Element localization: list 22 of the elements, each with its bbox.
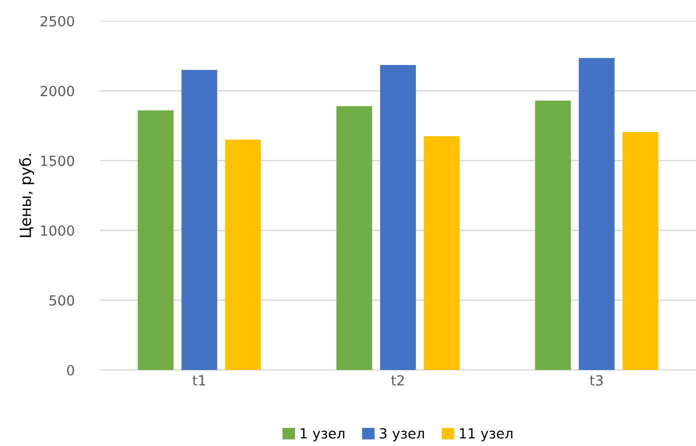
y-tick-label: 1000 (41, 225, 74, 236)
y-tick-label: 2000 (40, 86, 74, 96)
legend-label: 11 узел (460, 428, 512, 442)
x-tick-label: t1 (192, 375, 206, 386)
bar (622, 132, 658, 370)
bar (336, 106, 372, 370)
x-tick-label: t2 (391, 375, 404, 386)
bar (535, 100, 571, 370)
bar (424, 136, 460, 370)
x-tick-label: t3 (590, 375, 603, 386)
y-tick-label: 0 (67, 364, 74, 376)
legend-label: 1 узел (300, 428, 344, 442)
bar (181, 70, 218, 370)
y-tick-label: 500 (50, 295, 74, 306)
y-axis-title: Цены, руб. (19, 154, 34, 238)
y-tick-label: 2500 (40, 16, 74, 26)
bar (380, 64, 416, 370)
bar (138, 110, 174, 370)
y-tick-label: 1500 (41, 156, 74, 166)
bar (225, 140, 261, 370)
legend-label: 3 узел (380, 428, 424, 442)
bar (578, 58, 615, 370)
